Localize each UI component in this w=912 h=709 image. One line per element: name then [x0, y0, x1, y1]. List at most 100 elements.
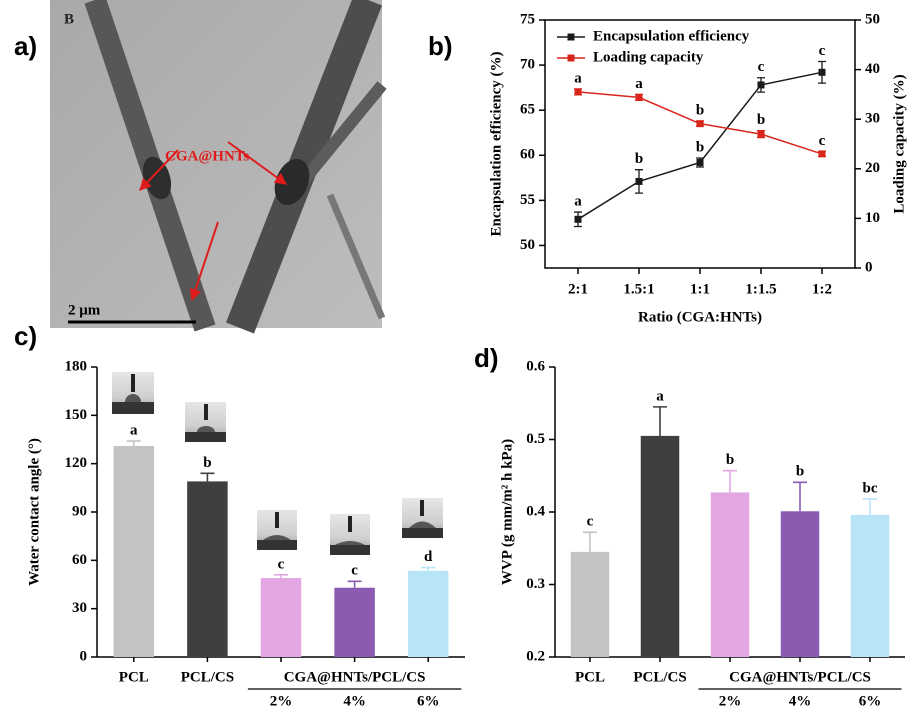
marker [697, 120, 704, 127]
micrograph: B CGA@HNTs 2 μm [50, 0, 382, 328]
droplet-inset [185, 402, 226, 442]
error-bar [421, 568, 435, 571]
significance-letter: b [203, 455, 211, 471]
x-tick-label: PCL/CS [633, 669, 686, 685]
droplet-inset [112, 372, 154, 414]
significance-letter: a [656, 388, 664, 404]
panel-letter: B [64, 11, 74, 27]
marker [758, 131, 765, 138]
x-tick-label: 6% [859, 693, 882, 709]
bar [408, 571, 448, 657]
error-bar [583, 532, 597, 552]
y-tick-label: 30 [865, 111, 880, 127]
legend-label: Loading capacity [593, 49, 704, 65]
x-axis-label: Ratio (CGA:HNTs) [638, 309, 762, 325]
y-axis-label: Loading capacity (%) [891, 74, 907, 213]
marker [758, 81, 765, 88]
significance-letter: a [635, 76, 643, 92]
panel-label: a) [14, 31, 37, 61]
y-tick-label: 0.2 [526, 648, 545, 664]
marker [575, 216, 582, 223]
droplet-inset [257, 510, 297, 550]
y-tick-label: 75 [520, 11, 535, 27]
droplet-insets [112, 372, 443, 555]
significance-letter: c [758, 59, 765, 75]
error-bar [653, 407, 667, 436]
x-tick-label: 2% [270, 693, 293, 709]
significance-letter: bc [863, 480, 878, 496]
y-tick-label: 10 [865, 210, 880, 226]
error-bar [723, 471, 737, 493]
bar [571, 552, 610, 657]
x-tick-label: PCL [119, 669, 149, 685]
error-bar [274, 575, 288, 578]
scale-bar-label: 2 μm [68, 302, 101, 318]
y-tick-label: 30 [72, 600, 87, 616]
panel-label: b) [428, 31, 453, 61]
significance-letter: c [587, 514, 594, 530]
error-bar [348, 581, 362, 587]
marker [636, 178, 643, 185]
bar [187, 481, 227, 657]
y-tick-label: 40 [865, 61, 880, 77]
x-tick-label: 1:2 [812, 281, 832, 297]
marker [697, 159, 704, 166]
x-tick-label: PCL [575, 669, 605, 685]
marker [819, 69, 826, 76]
y-tick-label: 0.3 [526, 576, 545, 592]
figure: B CGA@HNTs 2 μm a) b)5055606570750102030… [0, 0, 912, 709]
y-tick-label: 120 [65, 455, 88, 471]
x-tick-label: 1:1.5 [745, 281, 776, 297]
significance-letter: c [819, 43, 826, 59]
marker [636, 94, 643, 101]
y-tick-label: 90 [72, 503, 87, 519]
significance-letter: b [757, 112, 765, 128]
significance-letter: b [696, 139, 704, 155]
significance-letter: b [635, 151, 643, 167]
y-axis-label: Water contact angle (°) [26, 438, 42, 586]
x-tick-label: PCL/CS [181, 669, 234, 685]
x-tick-label: 1:1 [690, 281, 710, 297]
error-bar [200, 473, 214, 481]
y-tick-label: 0.5 [526, 431, 545, 447]
significance-letter: d [424, 549, 433, 565]
x-tick-label: 1.5:1 [623, 281, 654, 297]
y-tick-label: 70 [520, 57, 535, 73]
significance-letter: a [574, 194, 582, 210]
y-tick-label: 60 [520, 147, 535, 163]
bar [641, 436, 680, 657]
marker [819, 150, 826, 157]
legend-label: Encapsulation efficiency [593, 28, 750, 44]
y-tick-label: 0 [80, 648, 88, 664]
error-bar [863, 499, 877, 515]
bar [781, 511, 820, 657]
droplet-inset [330, 514, 370, 555]
marker [575, 88, 582, 95]
bar [261, 578, 301, 657]
y-tick-label: 55 [520, 192, 535, 208]
significance-letter: c [819, 133, 826, 149]
x-tick-label: 2% [719, 693, 742, 709]
droplet-inset [402, 498, 443, 538]
y-axis-label: WVP (g mm/m² h kPa) [499, 439, 515, 585]
y-tick-label: 180 [65, 358, 88, 374]
y-axis-label: Encapsulation efficiency (%) [488, 52, 504, 237]
x-tick-label: 4% [343, 693, 366, 709]
significance-letter: b [696, 103, 704, 119]
group-label: CGA@HNTs/PCL/CS [284, 669, 426, 685]
bar [334, 588, 374, 657]
y-tick-label: 0 [865, 259, 873, 275]
error-bar [793, 482, 807, 511]
bar [711, 492, 750, 657]
bar [114, 446, 154, 657]
legend-marker [568, 34, 575, 41]
y-tick-label: 20 [865, 160, 880, 176]
significance-letter: a [130, 423, 138, 439]
error-bar [127, 441, 141, 446]
y-tick-label: 50 [865, 11, 880, 27]
y-tick-label: 60 [72, 552, 87, 568]
x-tick-label: 6% [417, 693, 440, 709]
legend-marker [568, 55, 575, 62]
significance-letter: c [351, 563, 358, 579]
y-tick-label: 0.6 [526, 358, 545, 374]
